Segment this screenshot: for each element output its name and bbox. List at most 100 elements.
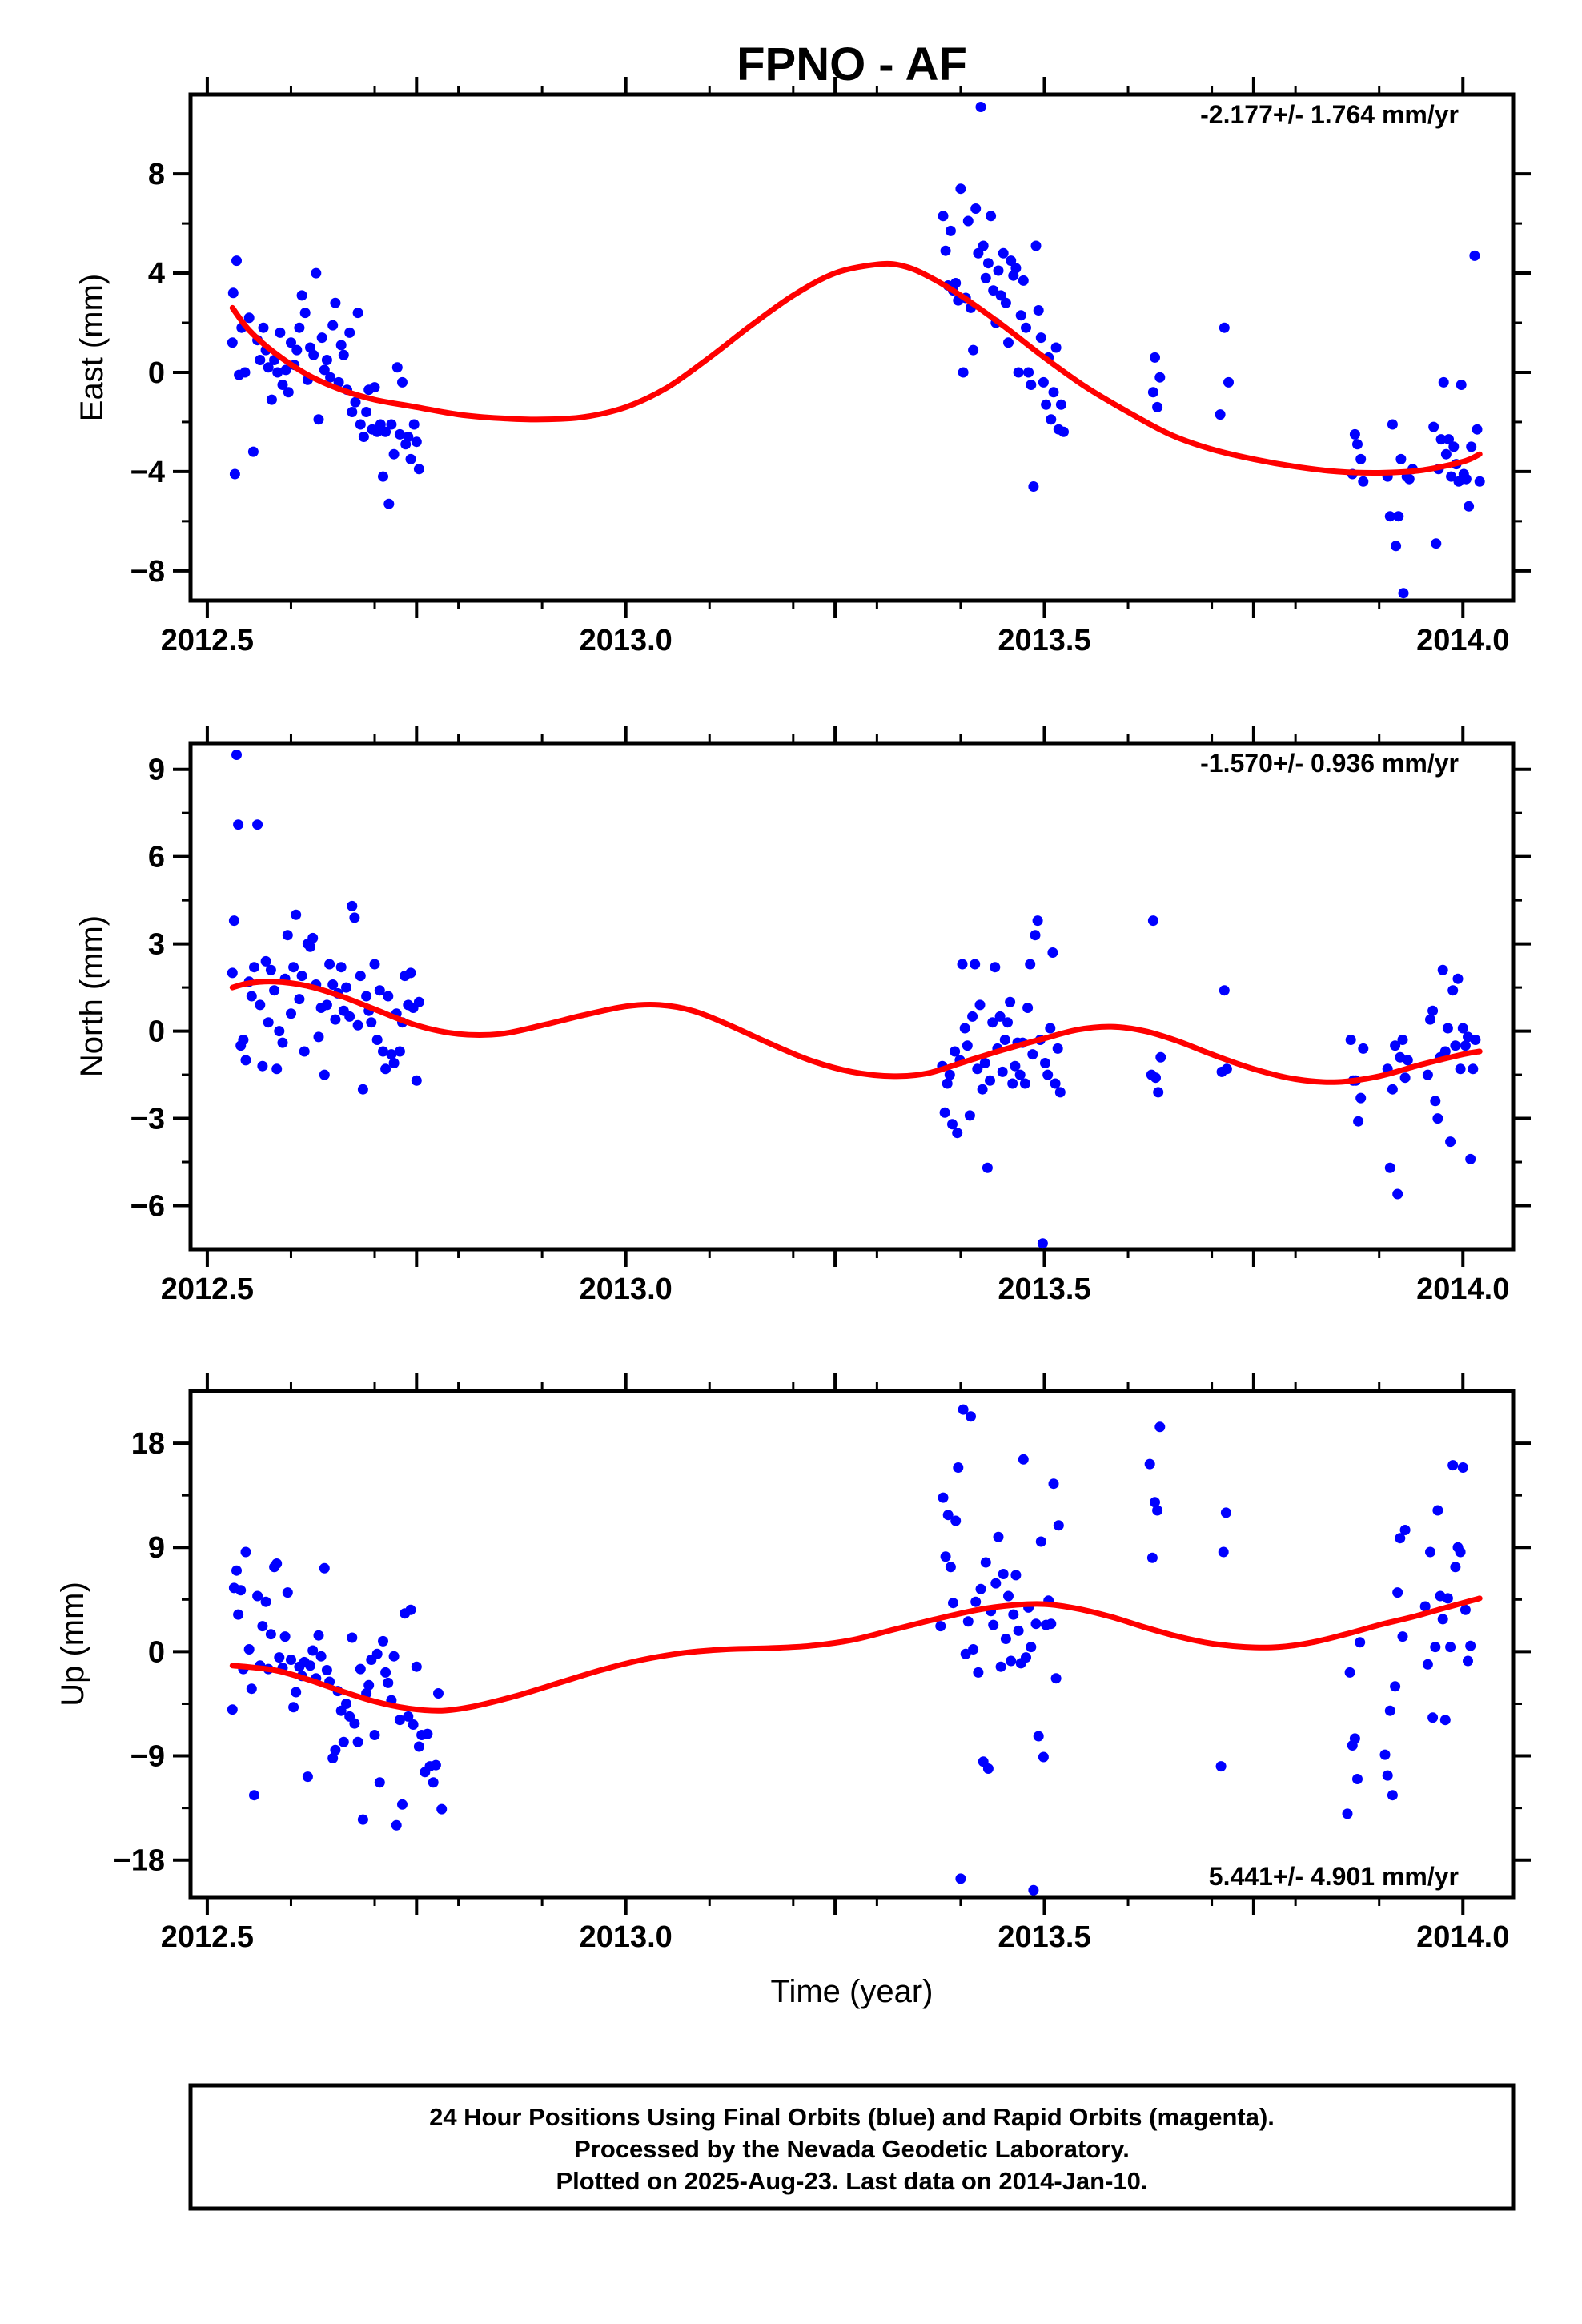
data-point xyxy=(993,265,1004,276)
data-point xyxy=(299,308,311,319)
data-point xyxy=(335,340,347,351)
data-point xyxy=(386,1049,397,1060)
data-point xyxy=(324,959,335,970)
footer-line-3: Plotted on 2025-Aug-23. Last data on 201… xyxy=(556,2167,1147,2195)
data-point xyxy=(355,1663,366,1675)
data-point xyxy=(413,464,424,475)
data-point xyxy=(386,419,397,430)
data-point xyxy=(391,1819,402,1831)
data-point xyxy=(1041,399,1052,410)
data-point xyxy=(1437,964,1448,975)
data-point xyxy=(1355,453,1367,464)
data-point xyxy=(1010,263,1022,274)
data-point xyxy=(347,407,358,417)
data-point xyxy=(1395,1533,1406,1544)
data-point xyxy=(233,1609,244,1620)
data-point xyxy=(1045,1023,1056,1034)
data-point xyxy=(948,1598,958,1609)
data-point xyxy=(987,1017,998,1028)
data-point xyxy=(272,367,283,378)
data-point xyxy=(955,183,966,195)
data-point xyxy=(1422,1659,1433,1670)
data-point xyxy=(1053,1520,1064,1531)
panel-up-frame xyxy=(188,1389,1516,1900)
data-point xyxy=(433,1688,444,1699)
y-tick-label: 3 xyxy=(148,928,165,962)
data-point xyxy=(1397,1631,1408,1642)
data-point xyxy=(305,1660,315,1671)
x-tick-label: 2013.5 xyxy=(998,624,1090,657)
data-point xyxy=(341,982,351,993)
data-point xyxy=(255,355,266,365)
data-point xyxy=(357,1814,368,1825)
data-point xyxy=(341,1699,351,1709)
data-point xyxy=(231,750,242,760)
data-point xyxy=(1215,409,1226,420)
data-point xyxy=(246,1683,257,1695)
y-tick-label: 0 xyxy=(148,1635,165,1669)
data-point xyxy=(403,1711,414,1722)
data-point xyxy=(227,967,238,979)
y-tick-label: −9 xyxy=(130,1740,165,1774)
data-point xyxy=(269,985,280,996)
data-point xyxy=(1399,1072,1411,1084)
x-tick-label: 2013.0 xyxy=(580,1920,673,1954)
data-point xyxy=(1013,1625,1024,1636)
data-point xyxy=(233,819,244,830)
data-point xyxy=(422,1728,433,1739)
data-point xyxy=(1430,1096,1441,1107)
data-point xyxy=(1014,1069,1026,1080)
data-point xyxy=(964,1110,975,1121)
data-point xyxy=(288,1702,299,1713)
data-point xyxy=(1431,538,1442,549)
data-point xyxy=(950,1046,961,1057)
data-point xyxy=(1033,305,1044,316)
y-tick-label: −4 xyxy=(130,456,165,489)
data-point xyxy=(1390,1040,1401,1051)
data-point xyxy=(275,327,286,338)
y-tick-label: 4 xyxy=(148,257,165,291)
data-point xyxy=(962,215,974,227)
data-point xyxy=(1382,1770,1393,1781)
data-point xyxy=(279,1631,291,1642)
data-point xyxy=(975,1583,986,1594)
panel-up-ylabel: Up (mm) xyxy=(55,1582,90,1707)
data-point xyxy=(962,1040,973,1051)
panel-north-ylabel: North (mm) xyxy=(74,915,110,1077)
data-point xyxy=(1048,1478,1059,1490)
data-point xyxy=(240,1546,251,1558)
data-point xyxy=(1006,1655,1017,1667)
data-point xyxy=(1005,996,1016,1007)
data-point xyxy=(1465,1640,1476,1651)
data-point xyxy=(1397,1035,1408,1045)
panel-up-y-tick-labels: −18 −9 0 9 18 xyxy=(114,1427,165,1878)
data-point xyxy=(1223,376,1234,388)
data-point xyxy=(1344,1667,1355,1678)
data-point xyxy=(403,432,414,442)
data-point xyxy=(349,912,360,923)
data-point xyxy=(330,297,341,308)
panel-up-x-tick-labels: 2012.5 2013.0 2013.5 2014.0 xyxy=(161,1920,1510,1954)
data-point xyxy=(327,1753,339,1763)
x-tick-label: 2013.5 xyxy=(998,1273,1090,1306)
panel-east-ylabel: East (mm) xyxy=(74,274,110,421)
data-point xyxy=(294,322,305,333)
data-point xyxy=(375,419,386,430)
footer-line-2: Processed by the Nevada Geodetic Laborat… xyxy=(574,2135,1130,2163)
data-point xyxy=(959,1023,970,1034)
data-point xyxy=(1028,1884,1039,1896)
x-tick-label: 2012.5 xyxy=(161,1920,254,1954)
data-point xyxy=(952,1128,963,1139)
data-point xyxy=(1015,310,1026,321)
data-point xyxy=(1003,337,1014,348)
data-point xyxy=(257,1060,268,1072)
data-point xyxy=(1150,352,1160,363)
data-point xyxy=(1019,1078,1030,1089)
data-point xyxy=(274,1026,285,1037)
data-point xyxy=(352,1019,363,1031)
data-point xyxy=(305,941,315,952)
data-point xyxy=(990,962,1001,973)
data-point xyxy=(327,979,339,990)
data-point xyxy=(352,308,363,319)
